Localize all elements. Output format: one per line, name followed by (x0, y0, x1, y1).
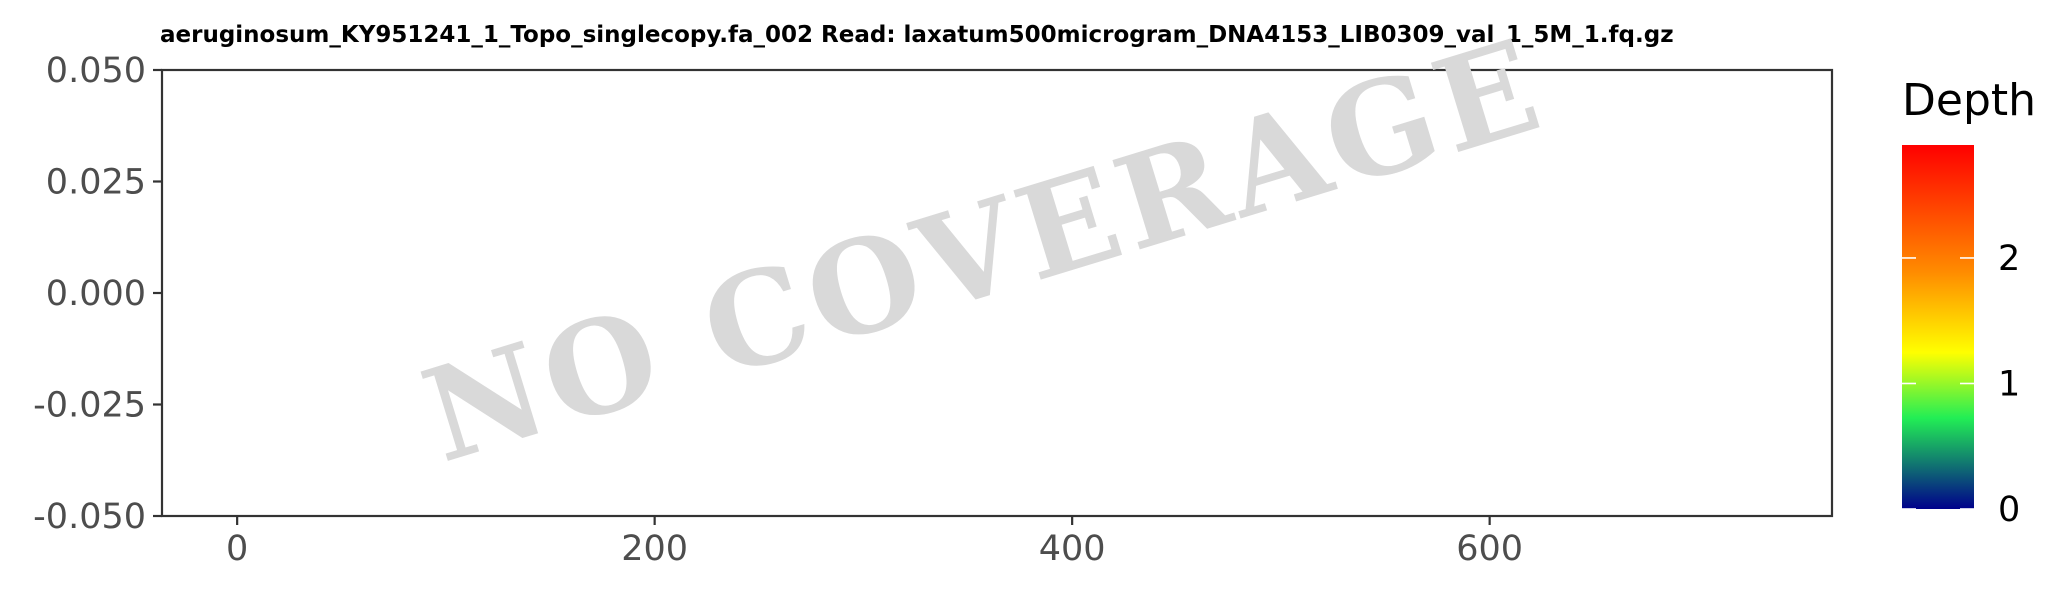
y-tick-label: 0.000 (46, 274, 146, 314)
y-tick-label: 0.050 (46, 51, 146, 91)
plot-panel (160, 68, 1834, 518)
y-axis: 0.050 0.025 0.000 -0.025 -0.050 (33, 51, 162, 537)
legend-colorbar (1902, 145, 1974, 509)
x-tick-label: 200 (621, 529, 688, 569)
legend-ticks: 0 1 2 (1902, 239, 2020, 530)
x-axis: 0 200 400 600 (226, 516, 1523, 569)
y-tick-label: -0.025 (33, 386, 146, 426)
legend-title: Depth (1902, 75, 2036, 126)
legend-tick-label: 2 (1998, 239, 2020, 279)
legend: Depth 0 1 2 (1902, 75, 2036, 530)
legend-tick-label: 0 (1998, 490, 2020, 530)
x-tick-label: 0 (226, 529, 248, 569)
plot-area: NO COVERAGE (160, 10, 1834, 518)
y-tick-label: 0.025 (46, 163, 146, 203)
x-tick-label: 400 (1039, 529, 1106, 569)
y-tick-label: -0.050 (33, 497, 146, 537)
chart-title: aeruginosum_KY951241_1_Topo_singlecopy.f… (160, 22, 1674, 48)
legend-tick-label: 1 (1998, 364, 2020, 404)
x-tick-label: 600 (1456, 529, 1523, 569)
